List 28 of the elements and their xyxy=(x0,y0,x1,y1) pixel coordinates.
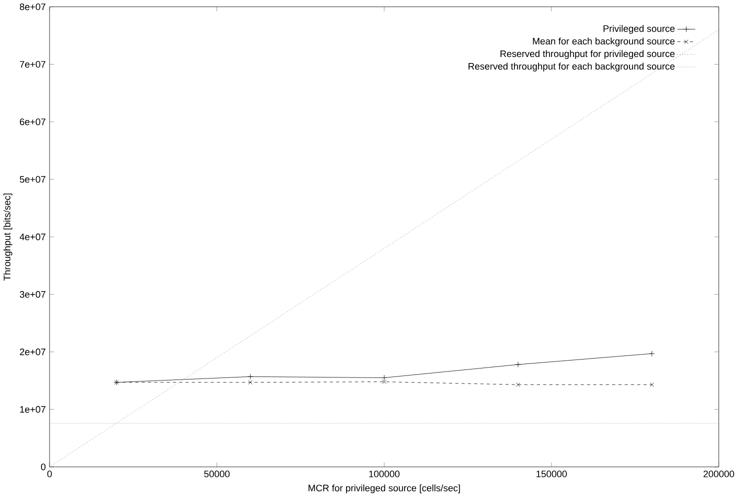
point xyxy=(248,380,252,385)
x-tick-label: 0 xyxy=(47,470,52,478)
point xyxy=(247,374,254,380)
x-axis-title: MCR for privileged source [cells/sec] xyxy=(308,484,460,494)
x-tick-label: 100000 xyxy=(369,470,400,478)
legend-label: Mean for each background source xyxy=(532,38,675,46)
x-tick-label: 150000 xyxy=(536,470,567,478)
legend-label: Reserved throughput for each background source xyxy=(468,62,675,72)
y-tick-label: 6e+07 xyxy=(20,118,46,126)
y-tick-label: 1e+07 xyxy=(20,406,46,413)
point xyxy=(515,362,521,368)
point xyxy=(648,350,655,357)
y-tick-label: 0 xyxy=(41,464,46,470)
legend-label: Reserved throughput for privileged source xyxy=(500,50,675,60)
point xyxy=(382,380,386,384)
x-tick-label: 200000 xyxy=(704,470,734,478)
y-tick-label: 4e+07 xyxy=(20,234,46,240)
y-tick-label: 7e+07 xyxy=(20,61,46,68)
x-tick-label: 50000 xyxy=(204,470,230,478)
y-tick-label: 8e+07 xyxy=(20,4,46,10)
legend-label: Privileged source xyxy=(604,25,675,34)
point xyxy=(381,374,388,381)
y-tick-label: 5e+07 xyxy=(20,176,46,183)
point xyxy=(650,382,654,387)
y-tick-label: 2e+07 xyxy=(20,348,46,356)
y-axis-title: Throughput [bits/sec] xyxy=(3,194,12,281)
y-tick-label: 3e+07 xyxy=(20,291,46,298)
point xyxy=(516,382,520,387)
